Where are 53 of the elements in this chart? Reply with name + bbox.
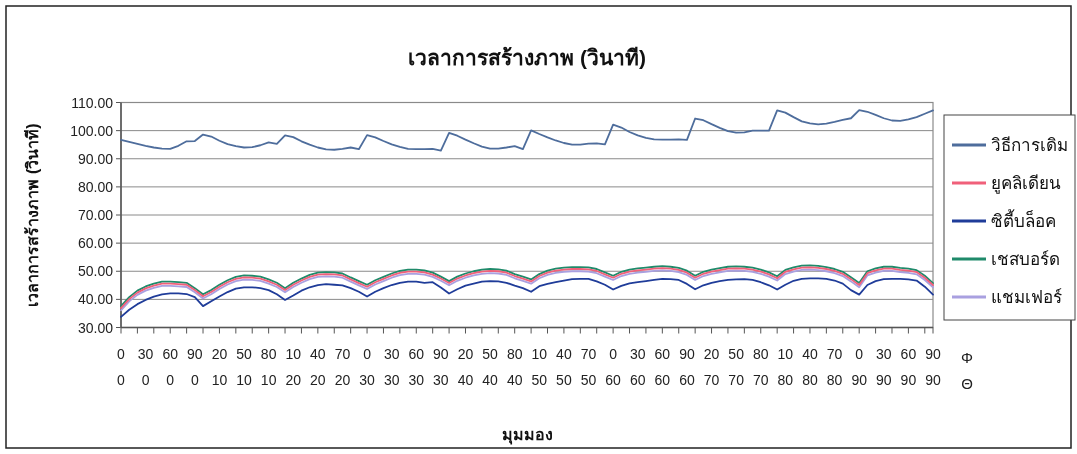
y-tick-label: 100.00	[70, 122, 114, 139]
y-axis-title: เวลาการสร้างภาพ (วินาที)	[23, 123, 41, 307]
x-tick-label: 90 30	[433, 346, 449, 388]
x-tick-label: 30 90	[876, 346, 892, 388]
y-tick-label: 50.00	[77, 263, 114, 280]
x-tick-label: 60 90	[900, 346, 917, 388]
x-tick-label: 40 50	[556, 346, 572, 388]
x-tick-label: 30 0	[137, 346, 154, 388]
x-tick-label: 60 60	[654, 346, 671, 388]
x-tick-label: 60 0	[162, 346, 179, 388]
x-tick-label: 90 60	[679, 346, 695, 388]
x-tick-label: 50 70	[728, 346, 745, 388]
y-tick-label: 30.00	[77, 319, 114, 336]
x-tick-label: 20 70	[703, 346, 720, 388]
x-tick-label: 0 90	[851, 346, 868, 388]
x-tick-label: 0 30	[359, 346, 376, 388]
x-tick-label: 70 20	[334, 346, 351, 388]
legend-label: วิธีการเดิม	[991, 136, 1068, 155]
x-tick-label: 50 40	[482, 346, 499, 388]
y-tick-label: 80.00	[77, 178, 114, 195]
legend-label: เชสบอร์ด	[991, 250, 1060, 269]
x-tick-label: 0 0	[117, 346, 126, 388]
x-tick-label: 70 80	[826, 346, 843, 388]
x-tick-label: 20 40	[457, 346, 474, 388]
x-tick-label: 60 30	[408, 346, 425, 388]
legend-label: ยูคลิเดียน	[991, 174, 1061, 194]
x-tick-label: 90 0	[187, 346, 203, 388]
y-tick-label: 110.00	[71, 94, 114, 111]
chart-title: เวลาการสร้างภาพ (วินาที)	[408, 46, 646, 69]
x-tick-label: 40 20	[310, 346, 326, 388]
x-tick-label: 30 60	[629, 346, 646, 388]
x-tick-label: 80 10	[260, 346, 277, 388]
y-tick-label: 70.00	[77, 207, 114, 223]
x-tick-label: 80 70	[752, 346, 769, 388]
x-axis-title: มุมมอง	[501, 426, 553, 445]
x-tick-label: 70 50	[580, 346, 597, 388]
y-tick-label: 40.00	[77, 291, 114, 308]
x-tick-label: 20 10	[211, 346, 228, 388]
x-tick-label: 30 30	[383, 346, 400, 388]
x-tick-label: 10 80	[777, 346, 794, 388]
text: Θ	[961, 375, 973, 392]
x-tick-label: 80 40	[506, 346, 523, 388]
legend-label: ซิตี้บล็อค	[991, 209, 1056, 231]
y-tick-label: 60.00	[77, 235, 114, 252]
x-tick-label: 90 90	[925, 346, 941, 388]
x-tick-label: 0 60	[605, 346, 622, 388]
x-tick-label: 50 10	[236, 346, 253, 388]
x-tick-label: 40 80	[802, 346, 818, 388]
x-tick-label: 10 50	[531, 346, 548, 388]
text: Φ	[961, 349, 974, 366]
y-tick-label: 90.00	[77, 150, 114, 167]
x-tick-label: 10 20	[285, 346, 302, 388]
legend-label: แชมเฟอร์	[991, 288, 1062, 307]
